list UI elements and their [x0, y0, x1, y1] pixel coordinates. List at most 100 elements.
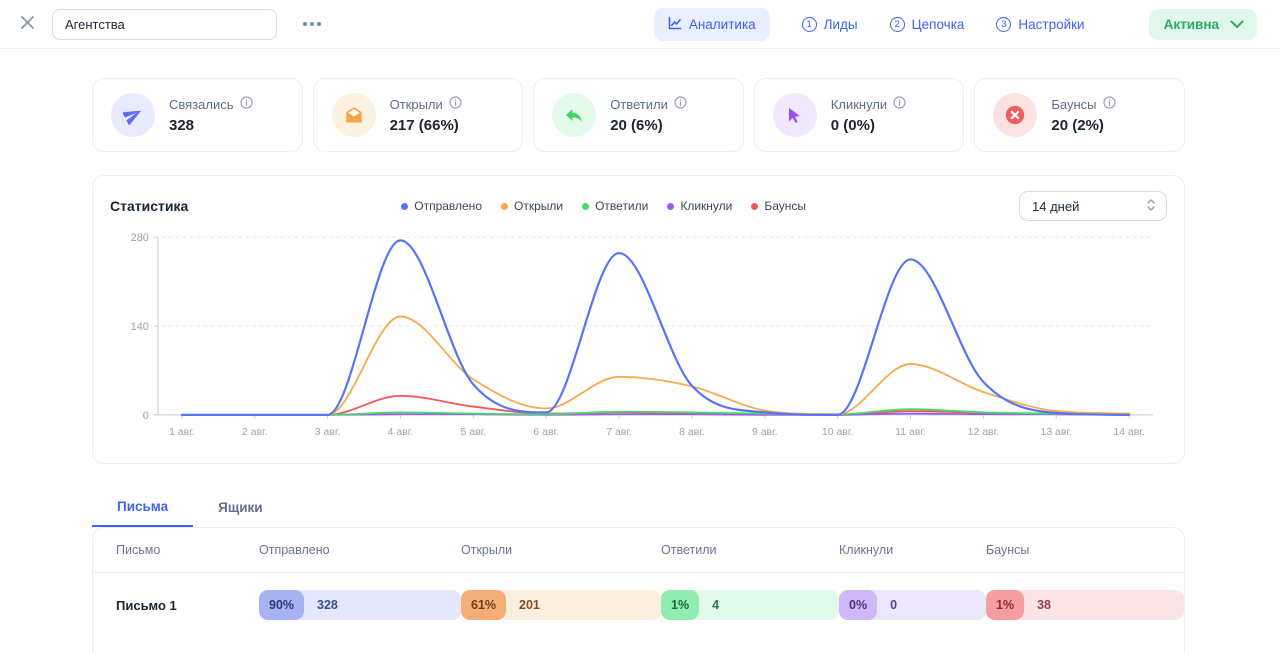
statistics-panel: Статистика Отправлено Открыли Ответили К… [92, 175, 1185, 464]
letter-name: Письмо 1 [116, 597, 177, 613]
svg-text:2 авг.: 2 авг. [242, 427, 268, 438]
svg-text:140: 140 [131, 321, 149, 333]
reply-icon [552, 93, 597, 137]
stat-card-opened: Открыли 217 (66%) [312, 78, 524, 152]
chevron-down-icon [1230, 17, 1244, 32]
chart-legend: Отправлено Открыли Ответили Кликнули Бау… [188, 199, 1019, 213]
table-header-row: Письмо Отправлено Открыли Ответили Кликн… [93, 528, 1184, 573]
close-button[interactable] [20, 15, 35, 33]
legend-item-sent: Отправлено [401, 199, 482, 213]
stat-replied-value: 20 (6%) [610, 117, 663, 134]
stat-card-replied: Ответили 20 (6%) [533, 78, 744, 152]
tab-chain-label: Цепочка [911, 16, 965, 32]
stat-card-clicked: Кликнули 0 (0%) [753, 78, 965, 152]
more-menu-button[interactable] [303, 22, 321, 26]
col-replied: Ответили [661, 543, 717, 557]
col-opened: Открыли [461, 543, 513, 557]
tab-settings[interactable]: 3 Настройки [996, 16, 1085, 32]
stat-clicked-label: Кликнули [830, 96, 888, 112]
step-3-icon: 3 [996, 16, 1012, 32]
stat-contacted-label: Связались [169, 96, 234, 112]
tab-mailboxes[interactable]: Ящики [193, 491, 287, 527]
step-1-icon: 1 [801, 16, 817, 32]
campaign-name-input[interactable] [52, 8, 277, 40]
svg-text:13 авг.: 13 авг. [1041, 427, 1072, 438]
info-icon[interactable] [893, 96, 906, 112]
col-sent: Отправлено [259, 543, 330, 557]
legend-dot-clicked [667, 202, 675, 210]
stat-opened-label: Открыли [389, 96, 443, 112]
replied-badge: 1% 4 [661, 590, 839, 620]
svg-text:4 авг.: 4 авг. [388, 427, 414, 438]
stat-bounces-label: Баунсы [1051, 96, 1097, 112]
stats-row: Связались 328 Открыли 217 (66%) [92, 78, 1185, 152]
chart-icon [668, 16, 682, 33]
svg-text:12 авг.: 12 авг. [968, 427, 999, 438]
svg-text:280: 280 [131, 232, 149, 244]
status-label: Активна [1163, 16, 1219, 32]
clicked-badge: 0% 0 [839, 590, 986, 620]
legend-item-replied: Ответили [582, 199, 648, 213]
tab-analytics-label: Аналитика [688, 16, 756, 32]
svg-text:14 авг.: 14 авг. [1113, 427, 1144, 438]
info-icon[interactable] [674, 96, 687, 112]
spinner-icon [1145, 198, 1157, 215]
mail-open-icon [331, 93, 376, 137]
top-bar: Аналитика 1 Лиды 2 Цепочка 3 Настройки А… [0, 0, 1280, 49]
stat-opened-value: 217 (66%) [389, 117, 459, 134]
stat-card-bounces: Баунсы 20 (2%) [974, 78, 1185, 152]
legend-item-opened: Открыли [501, 199, 563, 213]
svg-text:5 авг.: 5 авг. [461, 427, 487, 438]
tab-letters[interactable]: Письма [92, 491, 194, 527]
tab-leads[interactable]: 1 Лиды [801, 16, 858, 32]
sent-badge: 90% 328 [259, 590, 461, 620]
col-clicked: Кликнули [839, 543, 894, 557]
stat-card-contacted: Связались 328 [92, 78, 303, 152]
svg-text:10 авг.: 10 авг. [822, 427, 853, 438]
legend-item-clicked: Кликнули [667, 199, 732, 213]
legend-item-bounces: Баунсы [751, 199, 806, 213]
close-icon [20, 15, 35, 33]
period-select-value: 14 дней [1032, 198, 1080, 214]
svg-text:6 авг.: 6 авг. [533, 427, 559, 438]
campaign-nav: Аналитика 1 Лиды 2 Цепочка 3 Настройки А… [653, 7, 1257, 41]
legend-dot-opened [501, 202, 508, 210]
table-row[interactable]: Письмо 1 90% 328 61% 201 1% 4 0% 0 1% 38 [93, 573, 1184, 637]
svg-text:1 авг.: 1 авг. [169, 427, 195, 438]
svg-text:11 авг.: 11 авг. [895, 427, 926, 438]
statistics-chart: 0 140 280 1 авг. 2 авг. 3 авг. 4 авг. 5 авг. 6 а… [131, 232, 1154, 438]
step-2-icon: 2 [889, 16, 905, 32]
svg-text:8 авг.: 8 авг. [679, 427, 705, 438]
stat-contacted-value: 328 [169, 117, 195, 134]
stat-replied-label: Ответили [610, 96, 668, 112]
stat-bounces-value: 20 (2%) [1051, 117, 1104, 134]
col-letter: Письмо [116, 543, 161, 557]
col-bounces: Баунсы [986, 543, 1030, 557]
tab-chain[interactable]: 2 Цепочка [889, 16, 965, 32]
tab-settings-label: Настройки [1018, 16, 1085, 32]
stat-clicked-value: 0 (0%) [830, 117, 875, 134]
bottom-tabs: Письма Ящики [92, 491, 1185, 527]
svg-text:0: 0 [143, 410, 149, 422]
tab-analytics[interactable]: Аналитика [653, 7, 770, 41]
chart-title: Статистика [110, 198, 189, 214]
cursor-icon [772, 93, 817, 137]
dots-menu-icon [303, 22, 321, 26]
legend-dot-sent [401, 202, 409, 210]
info-icon[interactable] [239, 96, 253, 112]
period-select[interactable]: 14 дней [1019, 191, 1167, 221]
tab-leads-label: Лиды [823, 16, 858, 32]
letters-table: Письмо Отправлено Открыли Ответили Кликн… [92, 527, 1185, 653]
x-circle-icon [993, 93, 1038, 137]
opened-badge: 61% 201 [461, 590, 661, 620]
svg-text:9 авг.: 9 авг. [752, 427, 778, 438]
campaign-status-dropdown[interactable]: Активна [1148, 8, 1257, 40]
info-icon[interactable] [449, 96, 462, 112]
send-icon [111, 93, 155, 137]
legend-dot-replied [582, 202, 590, 210]
svg-text:7 авг.: 7 авг. [606, 427, 632, 438]
svg-text:3 авг.: 3 авг. [315, 427, 341, 438]
info-icon[interactable] [1102, 96, 1116, 112]
bounces-badge: 1% 38 [986, 590, 1184, 620]
legend-dot-bounces [751, 202, 759, 210]
